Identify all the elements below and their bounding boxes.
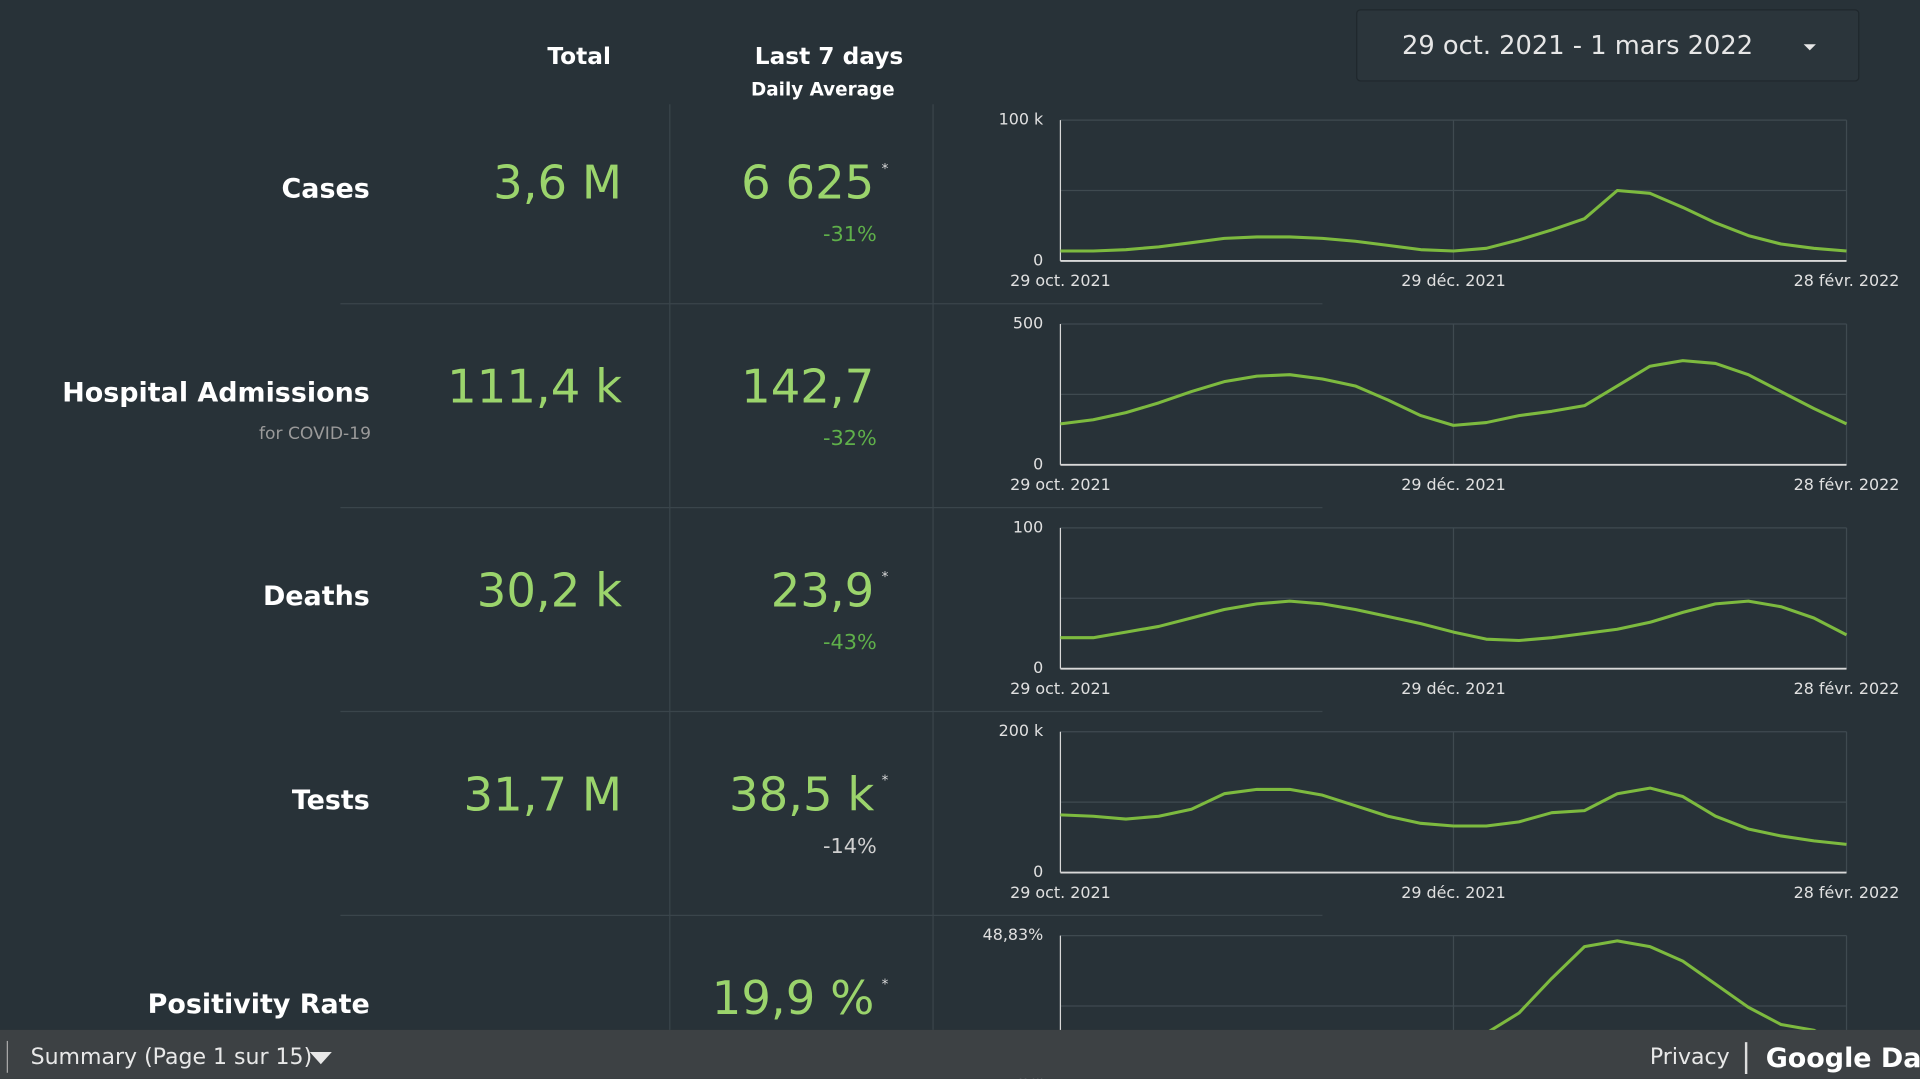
change-value: -32% bbox=[823, 426, 877, 450]
y-tick-label: 500 bbox=[1013, 313, 1043, 332]
footer: Summary (Page 1 sur 15) Privacy Google D… bbox=[0, 1029, 1920, 1079]
brand: Google Data Studio bbox=[1766, 1043, 1920, 1074]
y-tick-label: 0 bbox=[1033, 454, 1043, 473]
row-label: Cases bbox=[282, 173, 370, 204]
x-tick-label: 29 déc. 2021 bbox=[1401, 271, 1506, 290]
x-tick-label: 29 oct. 2021 bbox=[1010, 883, 1111, 902]
dropdown-caret[interactable] bbox=[1803, 44, 1816, 51]
last7-value: 38,5 k bbox=[729, 767, 874, 821]
x-tick-label: 28 févr. 2022 bbox=[1794, 679, 1900, 698]
change-value: -14% bbox=[823, 834, 877, 858]
total-value: 30,2 k bbox=[477, 563, 622, 617]
asterisk: * bbox=[882, 570, 889, 585]
x-tick-label: 28 févr. 2022 bbox=[1794, 271, 1900, 290]
y-tick-label: 0 bbox=[1033, 658, 1043, 677]
trend-line bbox=[1060, 599, 1848, 643]
x-tick-label: 29 oct. 2021 bbox=[1010, 679, 1111, 698]
y-tick-label: 200 k bbox=[999, 721, 1044, 740]
x-tick-label: 28 févr. 2022 bbox=[1794, 883, 1900, 902]
asterisk: * bbox=[882, 162, 889, 177]
y-tick-label: 100 bbox=[1013, 517, 1043, 536]
privacy-link[interactable]: Privacy bbox=[1650, 1045, 1730, 1070]
header-daily-average: Daily Average bbox=[751, 80, 895, 101]
last7-value: 6 625 bbox=[741, 156, 874, 210]
header-last7: Last 7 days bbox=[755, 43, 903, 70]
total-value: 111,4 k bbox=[447, 360, 622, 414]
y-tick-label: 100 k bbox=[999, 110, 1044, 129]
row-label: Deaths bbox=[263, 581, 370, 612]
y-tick-label: 0 bbox=[1033, 250, 1043, 269]
total-value: 31,7 M bbox=[464, 767, 623, 821]
x-tick-label: 29 déc. 2021 bbox=[1401, 883, 1506, 902]
change-value: -31% bbox=[823, 222, 877, 246]
last7-value: 142,7 bbox=[741, 360, 874, 414]
date-picker[interactable] bbox=[1356, 9, 1860, 82]
row-sublabel: for COVID-19 bbox=[259, 424, 371, 444]
x-tick-label: 29 déc. 2021 bbox=[1401, 475, 1506, 494]
header-total: Total bbox=[547, 43, 611, 70]
y-tick-label: 48,83% bbox=[983, 925, 1044, 944]
trend-line bbox=[1060, 786, 1847, 846]
page-selector[interactable]: Summary (Page 1 sur 15) bbox=[31, 1045, 313, 1070]
asterisk: * bbox=[882, 774, 889, 789]
row-label: Tests bbox=[292, 785, 370, 816]
x-tick-label: 29 oct. 2021 bbox=[1010, 271, 1111, 290]
date-range[interactable]: 29 oct. 2021 - 1 mars 2022 bbox=[1402, 31, 1753, 61]
change-value: -43% bbox=[823, 630, 877, 654]
row-label: Hospital Admissions bbox=[62, 377, 370, 408]
x-tick-label: 29 déc. 2021 bbox=[1401, 679, 1506, 698]
x-tick-label: 28 févr. 2022 bbox=[1794, 475, 1900, 494]
trend-line bbox=[1060, 188, 1847, 253]
row-label: Positivity Rate bbox=[148, 989, 370, 1020]
total-value: 3,6 M bbox=[493, 156, 622, 210]
last7-value: 23,9 bbox=[771, 563, 875, 617]
x-tick-label: 29 oct. 2021 bbox=[1010, 475, 1111, 494]
page-caret[interactable] bbox=[309, 1051, 332, 1065]
last7-value: 19,9 % bbox=[712, 971, 875, 1025]
y-tick-label: 0 bbox=[1033, 862, 1043, 881]
trend-line bbox=[1060, 359, 1848, 427]
asterisk: * bbox=[882, 978, 889, 993]
